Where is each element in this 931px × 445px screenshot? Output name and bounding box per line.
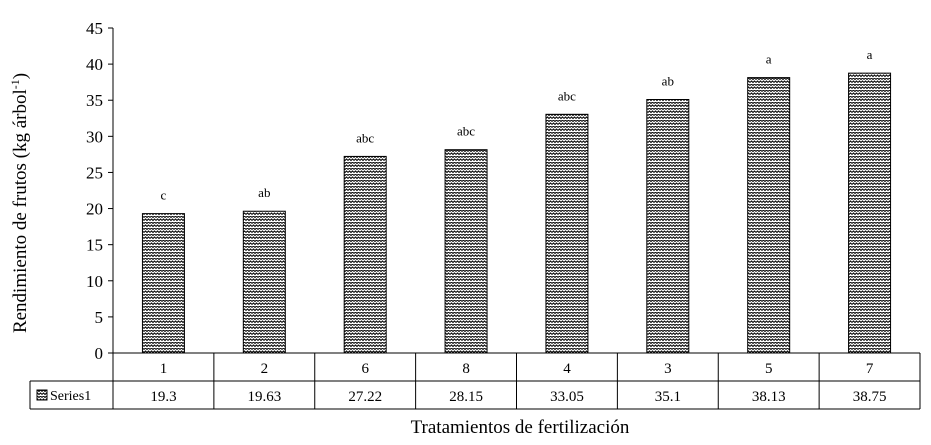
legend-swatch <box>36 389 48 401</box>
significance-label: abc <box>356 130 374 145</box>
category-label: 8 <box>462 361 470 377</box>
value-label: 38.75 <box>853 389 887 405</box>
value-label: 19.63 <box>247 389 281 405</box>
y-tick-label: 10 <box>86 272 103 291</box>
bar <box>343 155 387 354</box>
legend-series-name: Series1 <box>50 389 91 404</box>
plot-area: 0 5 10 15 20 25 30 35 40 45 c ab abc abc abc ab a a <box>86 19 892 363</box>
value-label: 38.13 <box>752 389 786 405</box>
category-label: 2 <box>261 361 269 377</box>
significance-label: a <box>766 52 772 67</box>
bar <box>444 149 488 354</box>
bar <box>646 99 690 354</box>
y-tick-label: 30 <box>86 127 103 146</box>
y-tick-label: 20 <box>86 200 103 219</box>
bar <box>747 77 791 354</box>
category-label: 3 <box>664 361 672 377</box>
bar <box>141 213 185 354</box>
significance-label: abc <box>558 88 576 103</box>
bar <box>848 72 892 354</box>
category-label: 4 <box>563 361 571 377</box>
y-tick-label: 5 <box>95 308 104 327</box>
significance-label: c <box>161 188 167 203</box>
y-axis-title-group: Rendimiento de frutos (kg árbol-1) <box>8 73 31 333</box>
y-tick-label: 40 <box>86 55 103 74</box>
y-axis-title: Rendimiento de frutos (kg árbol-1) <box>8 73 31 333</box>
value-label: 28.15 <box>449 389 483 405</box>
value-label: 35.1 <box>655 389 681 405</box>
value-label: 27.22 <box>348 389 382 405</box>
category-label: 7 <box>866 361 874 377</box>
value-label: 33.05 <box>550 389 584 405</box>
significance-label: a <box>867 47 873 62</box>
significance-label: ab <box>662 74 674 89</box>
y-axis-title-superscript: -1 <box>8 79 22 89</box>
data-table: 1 19.3 2 19.63 6 27.22 8 28.15 4 33.05 3 35.1 5 38.13… <box>29 352 921 410</box>
x-axis-title: Tratamientos de fertilización <box>411 417 630 438</box>
bar <box>545 113 589 354</box>
category-label: 1 <box>160 361 168 377</box>
category-label: 5 <box>765 361 773 377</box>
y-axis-title-main: Rendimiento de frutos (kg árbol <box>10 89 31 333</box>
significance-label: abc <box>457 124 475 139</box>
y-tick-label: 35 <box>86 91 103 110</box>
y-tick-label: 15 <box>86 236 103 255</box>
value-label: 19.3 <box>150 389 176 405</box>
significance-label: ab <box>258 185 270 200</box>
y-tick-label: 45 <box>86 19 103 38</box>
category-label: 6 <box>361 361 369 377</box>
y-axis-title-suffix: ) <box>10 73 31 79</box>
y-tick-label: 0 <box>95 344 104 363</box>
y-tick-label: 25 <box>86 163 103 182</box>
bar <box>242 210 286 354</box>
